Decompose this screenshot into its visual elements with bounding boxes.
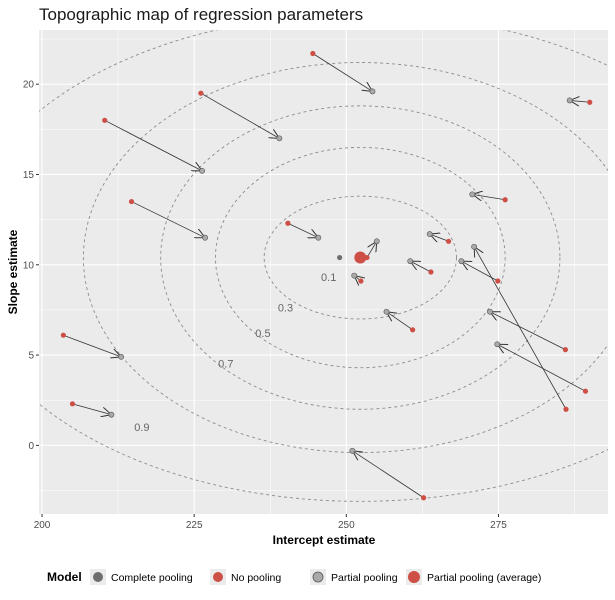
contour-label: 0.5 (255, 328, 270, 340)
legend-entry-label: No pooling (231, 572, 281, 584)
x-tick-label: 275 (490, 520, 507, 531)
no-pooling-point (428, 269, 434, 275)
chart-title: Topographic map of regression parameters (39, 5, 363, 24)
shrinkage-arrow (497, 344, 586, 392)
no-pooling-point (587, 99, 593, 105)
no-pooling-point (310, 50, 316, 57)
partial-pooling-point (487, 308, 493, 315)
partial-pooling-point (108, 411, 115, 418)
partial-pooling-point (276, 135, 283, 142)
partial-pooling-point (118, 353, 125, 360)
legend-key-symbol (408, 571, 420, 583)
partial-pooling-point (494, 341, 501, 348)
partial-pooling-point (369, 88, 376, 95)
y-tick-label: 5 (28, 351, 34, 362)
shrinkage-arrow (200, 92, 280, 138)
partial-pooling-point (458, 258, 465, 265)
shrinkage-arrow (490, 312, 566, 351)
axis-ticks: 200 225 250 275 0 5 10 15 20 (23, 80, 507, 531)
legend-key-symbol (93, 572, 103, 582)
partial-pooling-average-point (354, 251, 367, 264)
partial-pooling-point (373, 238, 380, 245)
y-tick-label: 10 (23, 260, 35, 271)
shrinkage-arrow (366, 241, 377, 258)
shrinkage-arrow (63, 334, 121, 357)
partial-pooling-point (199, 167, 205, 174)
no-pooling-point (69, 401, 76, 407)
shrinkage-arrow (287, 222, 318, 237)
no-pooling-point (445, 238, 452, 244)
y-tick-label: 20 (23, 80, 35, 91)
partial-pooling-point (202, 234, 209, 241)
contour-line (215, 146, 506, 369)
shrinkage-arrow (430, 234, 449, 241)
y-tick-label: 15 (23, 170, 35, 181)
plot-panel: 0.1 0.3 0.5 0.7 0.9 (39, 30, 608, 514)
no-pooling-point (563, 406, 569, 412)
no-pooling-point (102, 117, 108, 123)
shrinkage-arrow (352, 451, 424, 499)
contour-line (160, 105, 561, 410)
x-tick-label: 225 (186, 520, 203, 531)
contour-label: 0.1 (321, 272, 336, 284)
shrinkage-arrow (104, 119, 202, 171)
no-pooling-point (358, 278, 364, 284)
x-tick-label: 250 (338, 520, 355, 531)
partial-pooling-point (407, 258, 414, 265)
legend-key-symbol (312, 571, 324, 583)
contour-line (263, 195, 457, 320)
legend-entry-label: Partial pooling (331, 572, 398, 584)
shrinkage-arrow (386, 312, 413, 331)
legend-title: Model (47, 570, 82, 584)
legend-key-symbol (213, 572, 223, 582)
legend-entry-label: Complete pooling (111, 572, 193, 584)
plot-background (39, 30, 608, 514)
complete-pooling-point (337, 254, 343, 261)
contour-label: 0.7 (218, 359, 233, 371)
partial-pooling-point (471, 243, 478, 250)
no-pooling-point (60, 332, 66, 338)
no-pooling-point (502, 197, 508, 203)
shrinkage-arrow (131, 201, 206, 238)
x-axis-title: Intercept estimate (273, 533, 376, 547)
x-tick-label: 200 (34, 520, 51, 531)
no-pooling-point (410, 327, 416, 333)
contour-label: 0.3 (278, 303, 293, 315)
no-pooling-point (495, 278, 501, 284)
partial-pooling-point (469, 191, 476, 198)
partial-pooling-point (383, 308, 390, 315)
legend-entry-label: Partial pooling (average) (427, 572, 541, 584)
legend: Model Complete pooling No pooling Partial … (47, 569, 541, 585)
no-pooling-point (285, 220, 291, 226)
no-pooling-point (421, 495, 427, 501)
partial-pooling-point (349, 447, 356, 454)
no-pooling-point (562, 347, 569, 353)
partial-pooling-point (351, 272, 358, 279)
shrinkage-arrow (570, 100, 590, 102)
y-axis-title: Slope estimate (6, 229, 20, 314)
contour-label: 0.9 (134, 422, 149, 434)
shrinkage-arrow (472, 194, 506, 199)
no-pooling-point (128, 198, 135, 205)
shrinkage-arrow (72, 403, 111, 415)
y-tick-label: 0 (28, 441, 34, 452)
partial-pooling-point (566, 97, 573, 104)
partial-pooling-point (315, 234, 322, 241)
shrinkage-arrow (474, 247, 567, 410)
shrinkage-arrow (410, 261, 432, 273)
shrinkage-arrow (312, 53, 373, 91)
partial-pooling-point (426, 231, 433, 237)
no-pooling-point (582, 388, 589, 394)
no-pooling-point (198, 90, 204, 96)
